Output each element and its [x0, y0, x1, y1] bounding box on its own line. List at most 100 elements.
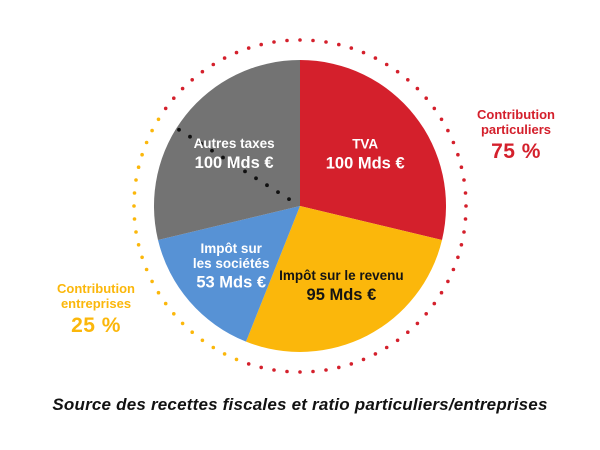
pie-slice-impot-sur-le-revenu	[246, 206, 442, 352]
annotation-entreprises-line1: Contribution	[57, 281, 135, 296]
ring-dot-particuliers	[324, 40, 328, 44]
ring-dot-entreprises	[150, 279, 154, 284]
ring-dot-particuliers	[373, 352, 378, 356]
ring-dot-entreprises	[156, 290, 161, 295]
ring-dot-particuliers	[285, 369, 289, 374]
ring-dot-particuliers	[439, 117, 444, 122]
ratio-dotted-ring	[132, 38, 468, 374]
ring-dot-particuliers	[172, 96, 176, 100]
ring-dot-particuliers	[395, 338, 400, 343]
slice-value-impot-sur-les-societes: 53 Mds €	[196, 274, 266, 292]
ring-dot-entreprises	[144, 267, 149, 272]
ring-dot-entreprises	[234, 357, 239, 362]
ring-dot-particuliers	[451, 267, 456, 272]
ring-dot-particuliers	[234, 50, 239, 55]
slice-value-autres-taxes: 100 Mds €	[195, 154, 274, 172]
ring-dot-particuliers	[395, 69, 400, 74]
chart-title: Source des recettes fiscales et ratio pa…	[52, 395, 548, 414]
divider-dot	[254, 176, 258, 181]
divider-dot	[276, 190, 280, 195]
ring-dot-particuliers	[246, 46, 251, 50]
divider-dot	[287, 197, 291, 202]
ring-dot-particuliers	[200, 69, 205, 74]
ring-dot-particuliers	[462, 230, 466, 234]
slice-label-tva-line1: TVA	[352, 137, 378, 152]
ring-dot-entreprises	[140, 255, 144, 260]
ring-dot-particuliers	[432, 301, 437, 306]
slice-label-impot-sur-le-revenu-line1: Impôt sur le revenu	[279, 268, 404, 283]
ring-dot-particuliers	[424, 312, 429, 316]
ring-dot-particuliers	[211, 62, 216, 67]
ring-dot-particuliers	[272, 40, 276, 44]
slice-label-impot-sur-les-societes-line2: les sociétés	[193, 256, 270, 271]
divider-dot	[243, 169, 247, 174]
ring-dot-particuliers	[272, 368, 276, 372]
ring-dot-particuliers	[361, 50, 366, 55]
ring-dot-particuliers	[311, 38, 315, 43]
ring-dot-entreprises	[211, 345, 216, 350]
ring-dot-particuliers	[163, 106, 168, 111]
ring-dot-particuliers	[406, 330, 410, 335]
ring-dot-entreprises	[134, 230, 138, 234]
slice-label-autres-taxes-line1: Autres taxes	[194, 136, 275, 151]
ring-dot-particuliers	[311, 369, 315, 374]
ring-dot-particuliers	[337, 365, 341, 370]
ring-dot-particuliers	[180, 86, 185, 91]
ring-dot-particuliers	[415, 86, 420, 91]
ring-dot-entreprises	[144, 140, 149, 145]
slice-value-impot-sur-le-revenu: 95 Mds €	[307, 286, 377, 304]
ratio-divider-dotted-line	[177, 127, 291, 202]
ring-dot-entreprises	[180, 321, 185, 326]
ring-dot-particuliers	[259, 42, 264, 47]
ring-dot-particuliers	[384, 62, 389, 67]
ring-dot-entreprises	[222, 352, 227, 356]
ring-dot-particuliers	[246, 362, 251, 366]
ring-dot-entreprises	[163, 301, 168, 306]
ring-dot-particuliers	[298, 370, 302, 374]
ring-dot-particuliers	[259, 365, 264, 370]
ring-dot-particuliers	[439, 290, 444, 295]
annotation-particuliers-value: 75 %	[491, 140, 541, 163]
ring-dot-particuliers	[406, 78, 410, 82]
ring-dot-particuliers	[349, 362, 354, 366]
ring-dot-particuliers	[462, 178, 466, 182]
ring-dot-particuliers	[459, 243, 464, 247]
ring-dot-entreprises	[150, 128, 154, 133]
ring-dot-entreprises	[132, 191, 137, 195]
ring-dot-particuliers	[324, 368, 328, 372]
ring-dot-particuliers	[451, 140, 456, 145]
ring-dot-particuliers	[337, 42, 341, 47]
divider-dot	[188, 134, 192, 139]
ring-dot-particuliers	[222, 56, 227, 60]
slice-label-impot-sur-les-societes-line1: Impôt sur	[200, 241, 262, 256]
ring-dot-entreprises	[136, 243, 141, 247]
annotation-entreprises-value: 25 %	[71, 314, 121, 337]
divider-dot	[232, 162, 236, 167]
annotation-particuliers-line1: Contribution	[477, 107, 555, 122]
ring-dot-particuliers	[456, 255, 460, 260]
ring-dot-entreprises	[156, 117, 161, 122]
annotation-particuliers: Contribution particuliers 75 %	[451, 107, 581, 164]
ring-dot-entreprises	[200, 338, 205, 343]
ring-dot-entreprises	[140, 152, 144, 157]
slice-value-tva: 100 Mds €	[326, 154, 405, 172]
slice-labels: TVA 100 Mds € Impôt sur le revenu 95 Mds € I…	[193, 136, 405, 304]
divider-dot	[265, 183, 269, 188]
divider-dot	[177, 127, 181, 132]
ring-dot-particuliers	[361, 357, 366, 362]
ring-dot-entreprises	[134, 178, 138, 182]
ring-dot-particuliers	[349, 46, 354, 50]
ring-dot-entreprises	[132, 217, 137, 221]
ring-dot-particuliers	[464, 204, 468, 208]
ring-dot-particuliers	[298, 38, 302, 42]
ring-dot-particuliers	[463, 217, 468, 221]
ring-dot-particuliers	[446, 128, 450, 133]
ring-dot-particuliers	[432, 106, 437, 111]
ring-dot-particuliers	[384, 345, 389, 350]
ring-dot-particuliers	[373, 56, 378, 60]
pie-slice-tva	[300, 59, 447, 240]
pie-slice-autres-taxes	[153, 59, 300, 240]
divider-dot	[199, 141, 203, 146]
